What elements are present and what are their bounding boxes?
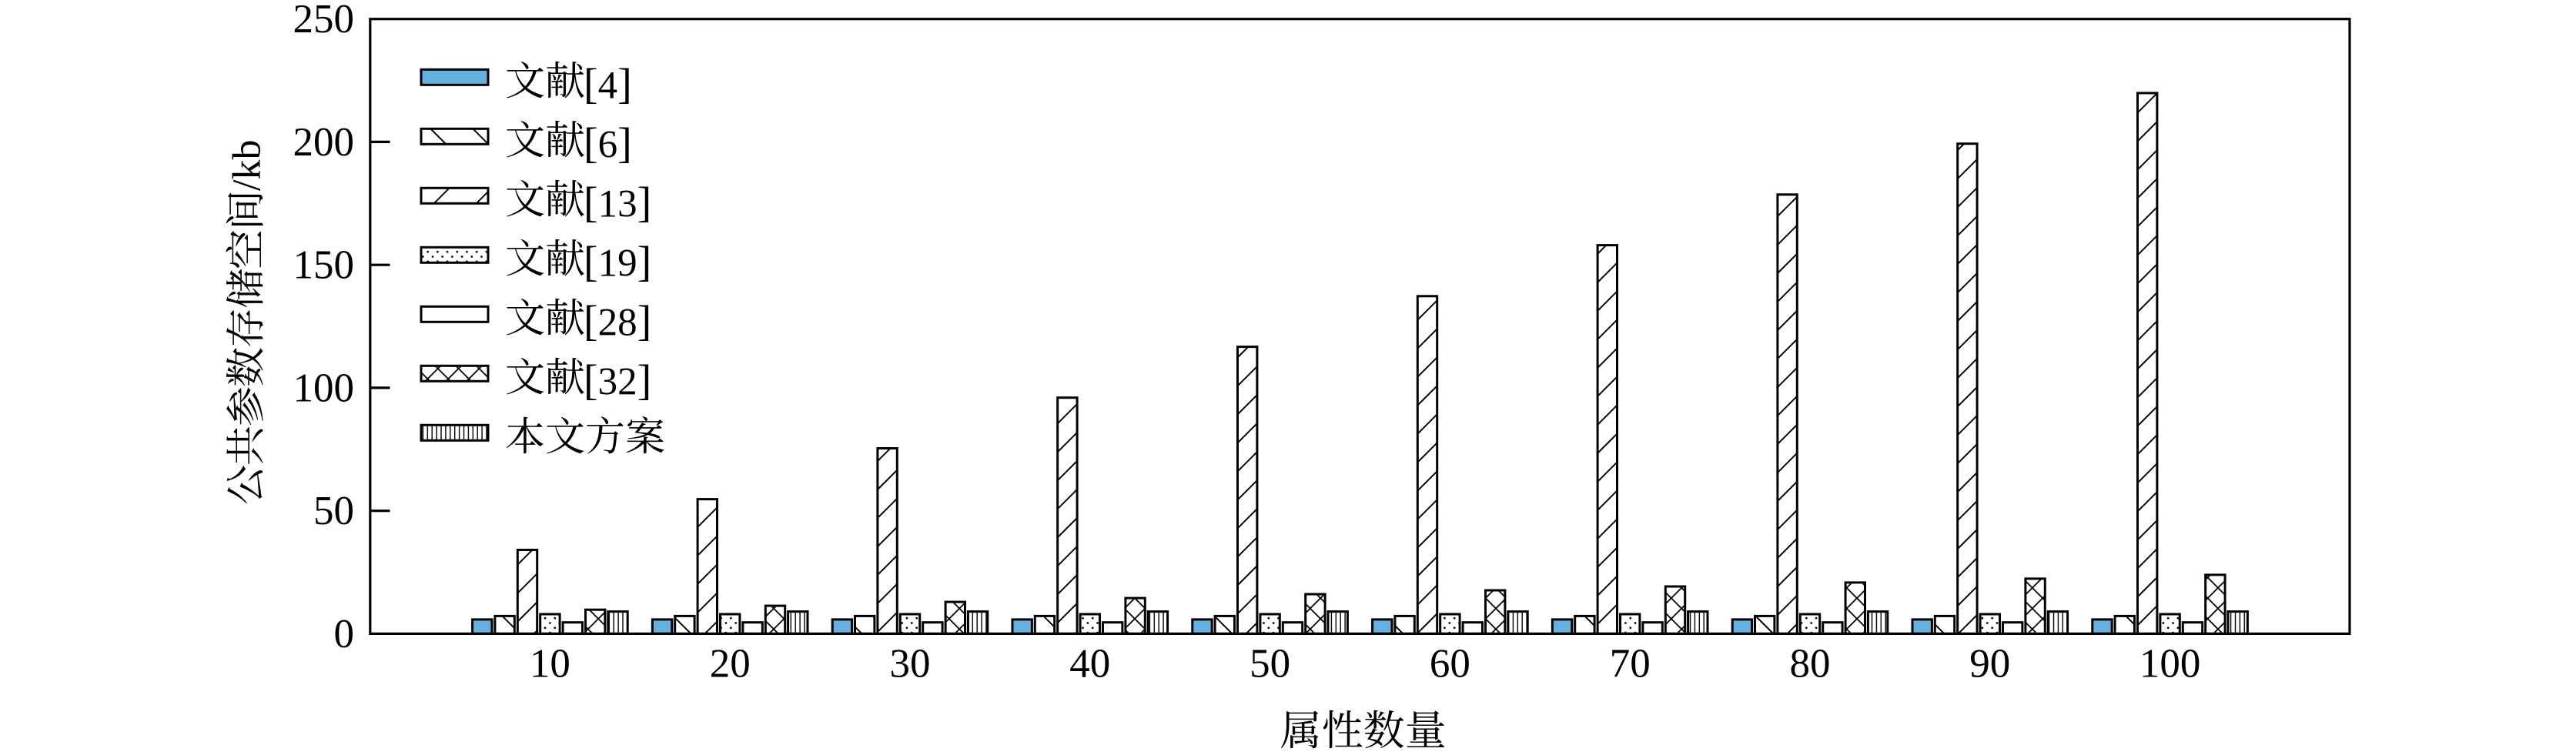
svg-text:50: 50 xyxy=(313,489,354,533)
svg-text:250: 250 xyxy=(293,0,355,42)
svg-text:90: 90 xyxy=(1969,642,2010,687)
svg-text:[32]: [32] xyxy=(584,356,651,404)
svg-text:50: 50 xyxy=(1250,642,1290,687)
svg-text:80: 80 xyxy=(1790,642,1831,687)
svg-text:[28]: [28] xyxy=(584,297,651,345)
svg-text:[4]: [4] xyxy=(584,60,632,108)
svg-text:[19]: [19] xyxy=(584,238,651,286)
svg-text:40: 40 xyxy=(1069,642,1110,687)
svg-text:0: 0 xyxy=(334,612,355,656)
svg-text:[6]: [6] xyxy=(584,119,632,167)
svg-text:200: 200 xyxy=(293,120,355,165)
svg-text:10: 10 xyxy=(530,642,570,687)
svg-text:60: 60 xyxy=(1430,642,1470,687)
svg-text:[13]: [13] xyxy=(584,179,651,226)
svg-text:20: 20 xyxy=(710,642,751,687)
svg-text:100: 100 xyxy=(2139,642,2201,687)
svg-text:70: 70 xyxy=(1610,642,1651,687)
svg-text:100: 100 xyxy=(293,366,355,410)
svg-text:/kb: /kb xyxy=(226,140,269,191)
svg-text:30: 30 xyxy=(890,642,931,687)
svg-text:150: 150 xyxy=(293,243,355,288)
